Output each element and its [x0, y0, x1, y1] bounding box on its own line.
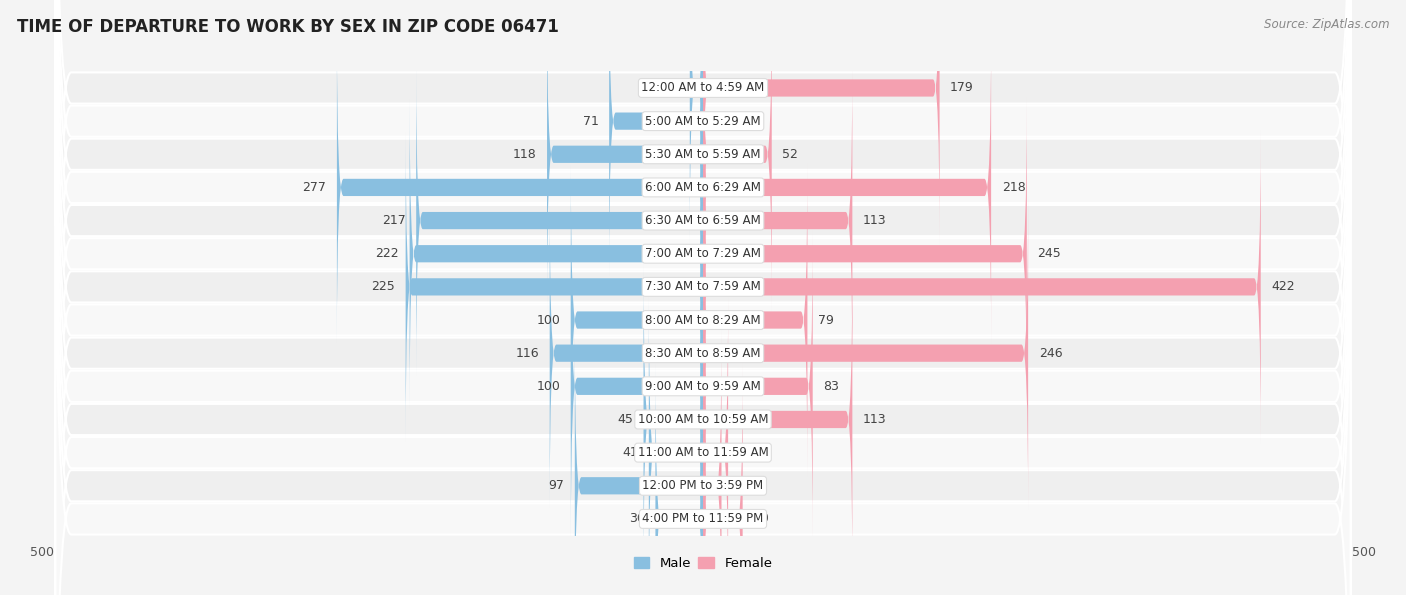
FancyBboxPatch shape — [655, 362, 703, 595]
FancyBboxPatch shape — [547, 0, 703, 311]
Text: 6:00 AM to 6:29 AM: 6:00 AM to 6:29 AM — [645, 181, 761, 194]
FancyBboxPatch shape — [703, 328, 721, 595]
FancyBboxPatch shape — [416, 64, 703, 378]
FancyBboxPatch shape — [55, 0, 1351, 537]
Text: 5:30 AM to 5:59 AM: 5:30 AM to 5:59 AM — [645, 148, 761, 161]
FancyBboxPatch shape — [703, 96, 1026, 411]
FancyBboxPatch shape — [55, 0, 1351, 569]
Text: TIME OF DEPARTURE TO WORK BY SEX IN ZIP CODE 06471: TIME OF DEPARTURE TO WORK BY SEX IN ZIP … — [17, 18, 558, 36]
FancyBboxPatch shape — [703, 0, 772, 311]
FancyBboxPatch shape — [575, 328, 703, 595]
Text: 97: 97 — [548, 480, 564, 492]
Text: 11:00 AM to 11:59 AM: 11:00 AM to 11:59 AM — [638, 446, 768, 459]
FancyBboxPatch shape — [55, 70, 1351, 595]
FancyBboxPatch shape — [55, 0, 1351, 503]
Text: 6:30 AM to 6:59 AM: 6:30 AM to 6:59 AM — [645, 214, 761, 227]
FancyBboxPatch shape — [703, 296, 728, 595]
FancyBboxPatch shape — [703, 229, 813, 543]
Text: 246: 246 — [1039, 347, 1063, 359]
Text: 79: 79 — [818, 314, 834, 327]
Text: Source: ZipAtlas.com: Source: ZipAtlas.com — [1264, 18, 1389, 31]
FancyBboxPatch shape — [703, 0, 939, 245]
Text: 10: 10 — [664, 82, 679, 95]
FancyBboxPatch shape — [703, 64, 852, 378]
Legend: Male, Female: Male, Female — [628, 552, 778, 575]
Text: 100: 100 — [536, 314, 560, 327]
FancyBboxPatch shape — [55, 0, 1351, 595]
Text: 9:00 AM to 9:59 AM: 9:00 AM to 9:59 AM — [645, 380, 761, 393]
FancyBboxPatch shape — [405, 130, 703, 444]
FancyBboxPatch shape — [337, 30, 703, 345]
Text: 7:30 AM to 7:59 AM: 7:30 AM to 7:59 AM — [645, 280, 761, 293]
FancyBboxPatch shape — [644, 262, 703, 577]
Text: 12:00 PM to 3:59 PM: 12:00 PM to 3:59 PM — [643, 480, 763, 492]
FancyBboxPatch shape — [55, 137, 1351, 595]
Text: 30: 30 — [754, 512, 769, 525]
Text: 100: 100 — [536, 380, 560, 393]
Text: 41: 41 — [623, 446, 638, 459]
FancyBboxPatch shape — [703, 362, 742, 595]
Text: 179: 179 — [950, 82, 974, 95]
FancyBboxPatch shape — [409, 96, 703, 411]
FancyBboxPatch shape — [55, 0, 1351, 595]
FancyBboxPatch shape — [55, 0, 1351, 595]
FancyBboxPatch shape — [571, 163, 703, 477]
FancyBboxPatch shape — [55, 104, 1351, 595]
FancyBboxPatch shape — [703, 196, 1028, 511]
Text: 12:00 AM to 4:59 AM: 12:00 AM to 4:59 AM — [641, 82, 765, 95]
FancyBboxPatch shape — [571, 229, 703, 543]
Text: 0: 0 — [714, 115, 721, 127]
Text: 113: 113 — [863, 413, 887, 426]
FancyBboxPatch shape — [55, 0, 1351, 595]
Text: 5:00 AM to 5:29 AM: 5:00 AM to 5:29 AM — [645, 115, 761, 127]
Text: 36: 36 — [628, 512, 645, 525]
FancyBboxPatch shape — [609, 0, 703, 278]
Text: 113: 113 — [863, 214, 887, 227]
FancyBboxPatch shape — [55, 0, 1351, 595]
Text: 8:30 AM to 8:59 AM: 8:30 AM to 8:59 AM — [645, 347, 761, 359]
Text: 71: 71 — [582, 115, 599, 127]
Text: 225: 225 — [371, 280, 395, 293]
FancyBboxPatch shape — [648, 296, 703, 595]
FancyBboxPatch shape — [703, 163, 807, 477]
Text: 10:00 AM to 10:59 AM: 10:00 AM to 10:59 AM — [638, 413, 768, 426]
FancyBboxPatch shape — [703, 262, 852, 577]
Text: 245: 245 — [1038, 248, 1062, 260]
Text: 116: 116 — [516, 347, 538, 359]
FancyBboxPatch shape — [703, 30, 991, 345]
Text: 217: 217 — [382, 214, 405, 227]
FancyBboxPatch shape — [703, 130, 1261, 444]
Text: 277: 277 — [302, 181, 326, 194]
FancyBboxPatch shape — [55, 4, 1351, 595]
Text: 8:00 AM to 8:29 AM: 8:00 AM to 8:29 AM — [645, 314, 761, 327]
FancyBboxPatch shape — [55, 0, 1351, 470]
Text: 52: 52 — [782, 148, 799, 161]
Text: 422: 422 — [1271, 280, 1295, 293]
Text: 118: 118 — [513, 148, 537, 161]
Text: 218: 218 — [1001, 181, 1025, 194]
Text: 7:00 AM to 7:29 AM: 7:00 AM to 7:29 AM — [645, 248, 761, 260]
Text: 14: 14 — [733, 480, 748, 492]
FancyBboxPatch shape — [690, 0, 703, 245]
FancyBboxPatch shape — [55, 37, 1351, 595]
Text: 45: 45 — [617, 413, 633, 426]
FancyBboxPatch shape — [550, 196, 703, 511]
Text: 222: 222 — [375, 248, 399, 260]
Text: 4:00 PM to 11:59 PM: 4:00 PM to 11:59 PM — [643, 512, 763, 525]
Text: 19: 19 — [738, 446, 755, 459]
Text: 83: 83 — [824, 380, 839, 393]
